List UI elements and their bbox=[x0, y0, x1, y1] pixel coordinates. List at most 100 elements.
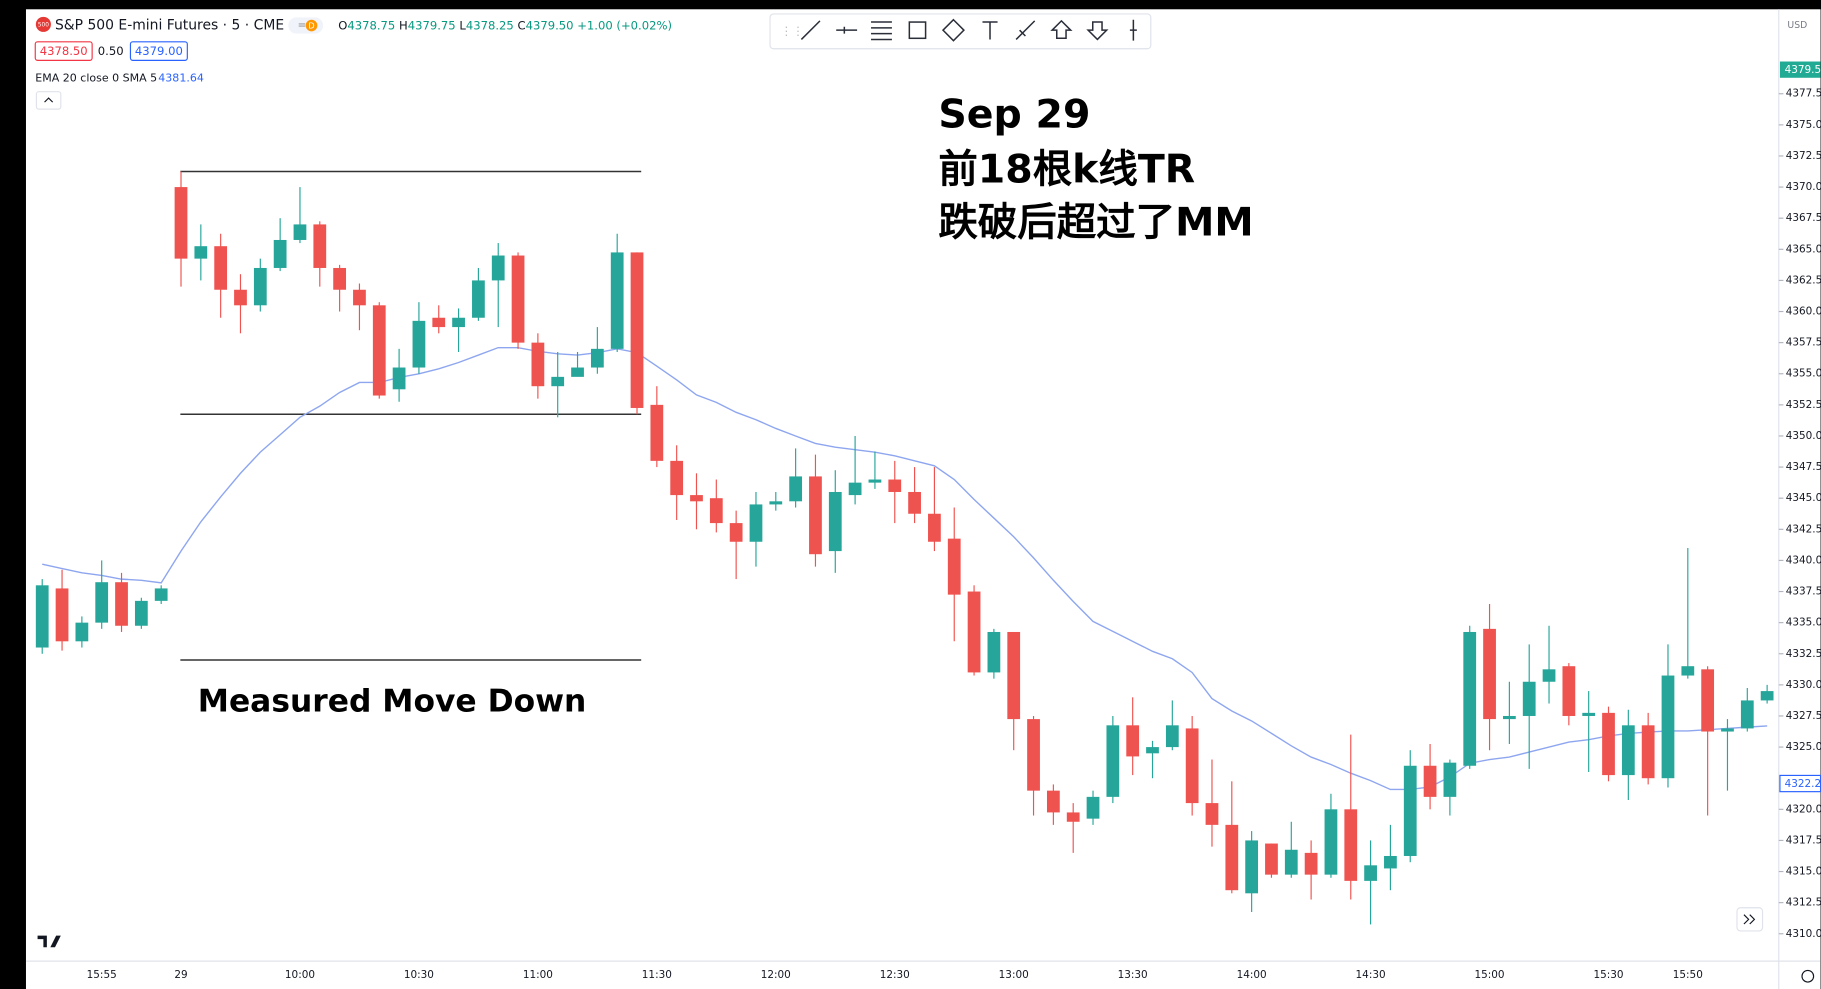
candle-body bbox=[571, 367, 584, 377]
candle-body bbox=[1582, 712, 1596, 716]
y-tick-label: 4342.5 bbox=[1786, 523, 1821, 535]
candle-body bbox=[1007, 631, 1021, 720]
settings-button[interactable] bbox=[1801, 969, 1815, 983]
arrow-up-tool[interactable] bbox=[1050, 19, 1073, 40]
vertical-line-tool[interactable] bbox=[1129, 19, 1137, 41]
candle-body bbox=[273, 239, 287, 268]
x-tick-label: 10:00 bbox=[285, 969, 315, 981]
candle-body bbox=[194, 246, 208, 259]
symbol-icon-text: 500 bbox=[38, 22, 49, 28]
y-tick-label: 4372.5 bbox=[1786, 150, 1821, 162]
candle-body bbox=[709, 498, 723, 524]
candle-body bbox=[1364, 865, 1377, 881]
y-tick-label: 4362.5 bbox=[1786, 274, 1821, 286]
symbol-title[interactable]: S&P 500 E-mini Futures · 5 · CME bbox=[55, 18, 284, 34]
x-tick-label: 13:00 bbox=[999, 969, 1029, 981]
arrow-down-tool[interactable] bbox=[1086, 21, 1109, 41]
candle-body bbox=[947, 538, 961, 595]
candle-body bbox=[1106, 725, 1120, 797]
ohlc-key: H bbox=[399, 18, 408, 32]
candle-body bbox=[610, 252, 624, 349]
rectangle-tool[interactable] bbox=[908, 21, 927, 40]
y-tick-label: 4325.0 bbox=[1786, 741, 1821, 753]
scroll-right-button[interactable] bbox=[1736, 907, 1764, 932]
candle-body bbox=[1403, 765, 1417, 856]
bid-button[interactable] bbox=[34, 41, 93, 61]
candle-body bbox=[650, 404, 664, 461]
x-tick-label: 11:00 bbox=[523, 969, 553, 981]
candle-body bbox=[1641, 725, 1655, 779]
candle-body bbox=[1562, 666, 1576, 716]
candle-body bbox=[1225, 824, 1239, 891]
candle-body bbox=[749, 504, 763, 542]
plot: 4377.5 4375.0 4372.5 4370.0 4367.5 4365.0 4362… bbox=[35, 88, 1821, 981]
y-tick-label: 4310.0 bbox=[1786, 928, 1821, 940]
candle-body bbox=[95, 582, 109, 623]
candle-body bbox=[690, 495, 703, 502]
currency-label[interactable]: USD bbox=[1787, 20, 1807, 31]
candle-body bbox=[1304, 852, 1318, 875]
horizontal-line-tool[interactable] bbox=[836, 26, 858, 34]
x-tick-label: 15:00 bbox=[1475, 969, 1505, 981]
candle-body bbox=[472, 280, 485, 318]
y-tick-label: 4352.5 bbox=[1786, 399, 1821, 411]
candle-body bbox=[1701, 669, 1715, 732]
y-tick-label: 4312.5 bbox=[1786, 897, 1821, 909]
y-tick-label: 4332.5 bbox=[1786, 648, 1821, 660]
annotation-line: 跌破后超过了MM bbox=[938, 200, 1253, 246]
candle-body bbox=[1760, 691, 1774, 701]
flag-dot bbox=[305, 19, 318, 32]
y-tick-label: 4345.0 bbox=[1786, 492, 1821, 504]
y-tick-label: 4320.0 bbox=[1786, 803, 1821, 815]
y-tick-label: 4355.0 bbox=[1786, 368, 1821, 380]
candle-body bbox=[729, 523, 743, 542]
candle-body bbox=[253, 267, 267, 306]
ruler-tool[interactable] bbox=[1015, 20, 1036, 41]
path-tool[interactable] bbox=[941, 18, 965, 42]
last-price: 4379.5 bbox=[1785, 64, 1821, 76]
candle-body bbox=[848, 482, 862, 496]
annotation-line: 前18根k线TR bbox=[938, 146, 1195, 192]
last-price-badge bbox=[1779, 61, 1821, 78]
y-tick-label: 4330.0 bbox=[1786, 679, 1821, 691]
candle-body bbox=[789, 476, 803, 502]
y-tick-label: 4350.0 bbox=[1786, 430, 1821, 442]
candle-body bbox=[234, 289, 247, 306]
ohlc-key: C bbox=[517, 18, 525, 32]
ohlc-change: +1.00 (+0.02%) bbox=[577, 18, 672, 32]
candle-body bbox=[372, 305, 386, 396]
y-tick-label: 4337.5 bbox=[1786, 586, 1821, 598]
ema-line bbox=[42, 346, 1768, 791]
candle-body bbox=[313, 224, 327, 268]
x-tick-label: 14:00 bbox=[1237, 969, 1267, 981]
candle-body bbox=[1423, 765, 1437, 797]
text-tool[interactable] bbox=[982, 21, 998, 40]
x-tick-label: 15:55 bbox=[87, 969, 117, 981]
y-tick-label: 4360.0 bbox=[1786, 306, 1821, 318]
candle-body bbox=[1542, 669, 1556, 682]
logo[interactable] bbox=[37, 935, 61, 948]
candle-body bbox=[1046, 790, 1060, 813]
candle-body bbox=[1502, 715, 1516, 720]
candle-body bbox=[670, 460, 684, 496]
parallel-channel-tool[interactable] bbox=[871, 21, 892, 41]
indicator-name[interactable]: EMA 20 close 0 SMA 5 bbox=[35, 71, 157, 84]
ask-price: 4379.00 bbox=[135, 44, 183, 58]
y-tick-label: 4375.0 bbox=[1786, 119, 1821, 131]
chart-area bbox=[25, 9, 1821, 989]
ask-button[interactable] bbox=[129, 41, 188, 61]
candle-body bbox=[511, 255, 525, 343]
drag-handle[interactable]: ⋮⋮ bbox=[780, 24, 803, 38]
candle-body bbox=[392, 367, 406, 390]
bid-price: 4378.50 bbox=[40, 44, 88, 58]
symbol-icon bbox=[35, 16, 51, 32]
y-tick-label: 4377.5 bbox=[1786, 88, 1821, 100]
trend-line-tool[interactable] bbox=[800, 20, 821, 41]
candle-body bbox=[1324, 809, 1338, 875]
x-tick-label: 13:30 bbox=[1118, 969, 1148, 981]
y-tick-label: 4365.0 bbox=[1786, 243, 1821, 255]
collapse-button[interactable] bbox=[35, 91, 62, 110]
x-tick-label: 29 bbox=[174, 969, 187, 981]
candle-body bbox=[491, 255, 505, 281]
